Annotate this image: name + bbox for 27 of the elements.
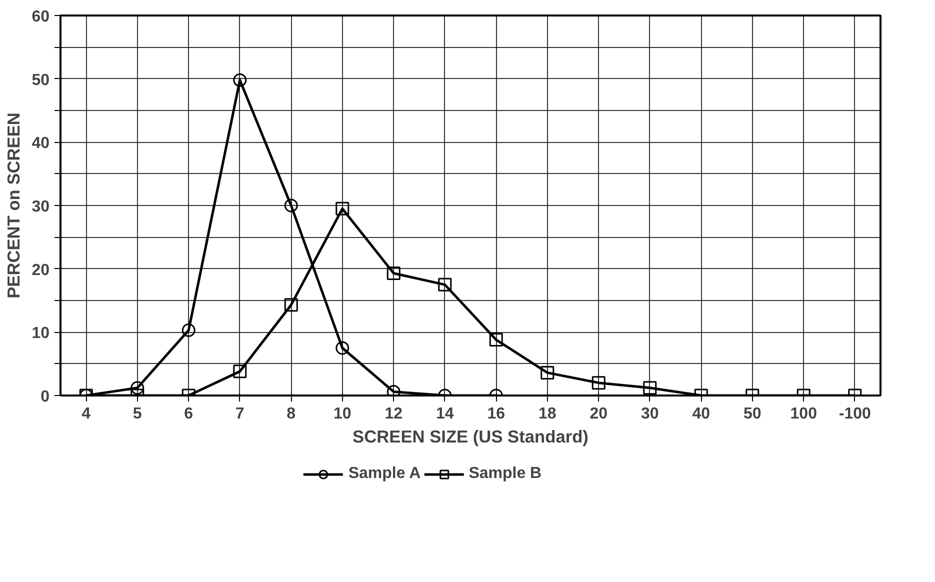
y-tick-label: 50 — [32, 72, 50, 89]
x-tick-label: 14 — [436, 406, 454, 422]
x-tick-label: 40 — [692, 406, 710, 422]
y-tick-label: 60 — [32, 8, 50, 26]
x-tick-label: 4 — [82, 406, 91, 422]
y-axis-title: PERCENT on SCREEN — [4, 112, 24, 298]
x-tick-label: 8 — [286, 406, 296, 422]
y-tick-label: 20 — [32, 262, 50, 279]
x-axis-title: SCREEN SIZE (US Standard) — [352, 426, 588, 446]
legend-label: Sample B — [468, 465, 542, 483]
x-tick-label: 7 — [235, 406, 244, 422]
x-tick-label: 20 — [590, 406, 608, 422]
x-tick-label: 6 — [184, 406, 194, 422]
legend-label: Sample A — [348, 465, 421, 483]
y-tick-label: 10 — [32, 325, 50, 342]
x-tick-label: 100 — [790, 406, 818, 422]
x-tick-label: 12 — [384, 406, 403, 422]
x-tick-label: -100 — [838, 406, 871, 422]
x-tick-label: 30 — [640, 406, 659, 422]
y-tick-label: 40 — [32, 135, 50, 152]
x-tick-label: 50 — [743, 406, 762, 422]
x-tick-label: 5 — [132, 406, 142, 422]
y-tick-label: 0 — [40, 388, 50, 406]
x-tick-label: 10 — [333, 406, 352, 422]
y-tick-label: 30 — [32, 198, 50, 216]
x-tick-label: 18 — [538, 406, 556, 422]
x-tick-label: 16 — [487, 406, 506, 422]
